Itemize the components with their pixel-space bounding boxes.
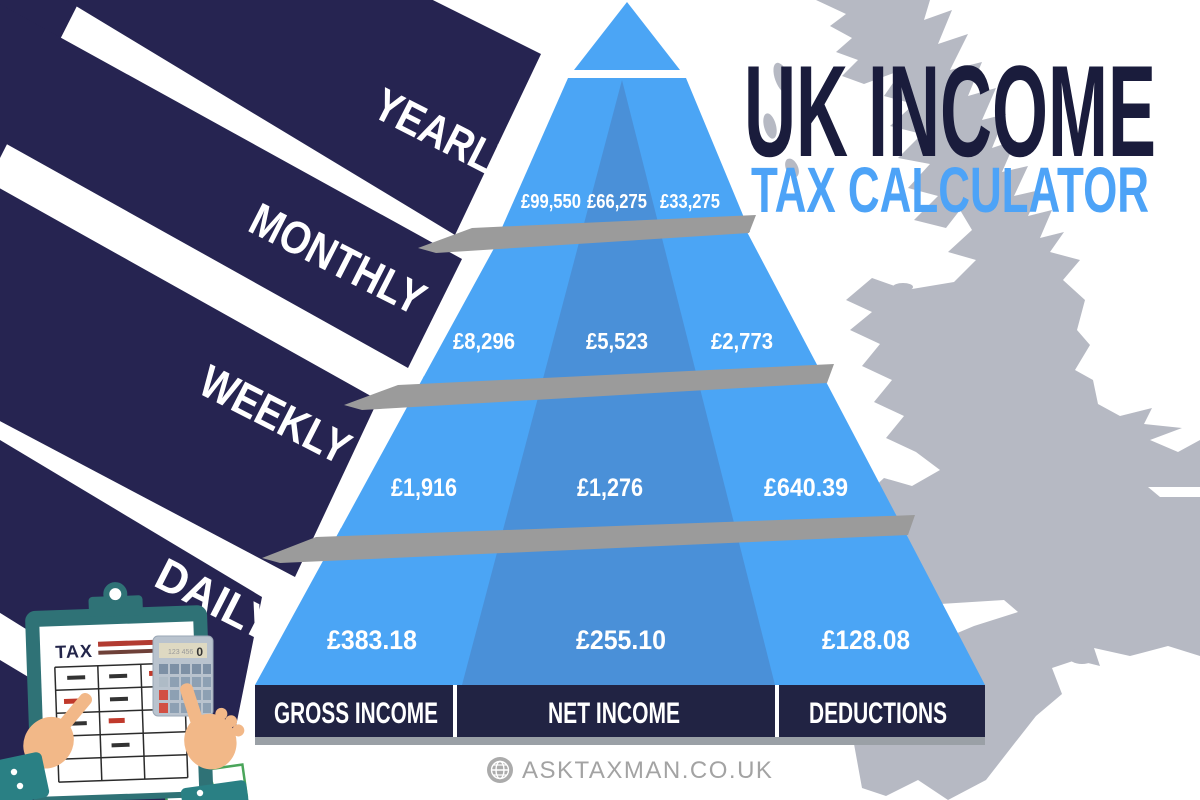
value-daily-net: £255.10 xyxy=(576,625,666,655)
map-islet xyxy=(893,283,913,291)
footer-label-deductions: DEDUCTIONS xyxy=(809,697,947,730)
value-daily-gross: £383.18 xyxy=(327,625,417,655)
separator-monthly-weekly xyxy=(344,364,834,410)
footer-divider xyxy=(453,685,457,737)
title-line-1: UK INCOME xyxy=(744,38,1156,184)
calculator-display: 0 xyxy=(196,645,203,659)
pyramid-chart: £99,550 £66,275 £33,275 £8,296 £5,523 £2… xyxy=(255,2,985,685)
footer-shadow xyxy=(255,737,985,745)
footer-divider xyxy=(775,685,779,737)
value-monthly-gross: £8,296 xyxy=(453,328,515,354)
globe-icon xyxy=(487,757,513,783)
tax-illustration: $ $ $ $ $ TAX xyxy=(0,582,250,800)
separator-yearly-monthly xyxy=(418,215,756,253)
separator-weekly-daily xyxy=(262,515,915,563)
calculator-icon: 123 456 0 xyxy=(152,635,214,717)
banner-yearly xyxy=(65,0,541,235)
pointing-hand-icon xyxy=(180,683,250,800)
map-islet xyxy=(763,113,777,139)
pyramid-apex xyxy=(574,2,680,70)
website-footer: ASKTAXMAN.CO.UK xyxy=(487,757,773,784)
footer-label-net-income: NET INCOME xyxy=(548,697,680,730)
title-line-2: TAX CALCULATOR xyxy=(751,154,1149,226)
map-islet xyxy=(773,62,791,94)
footer-label-gross-income: GROSS INCOME xyxy=(274,697,438,730)
title-block: UK INCOME TAX CALCULATOR xyxy=(744,38,1156,226)
website-url: ASKTAXMAN.CO.UK xyxy=(522,757,773,784)
value-daily-deductions: £128.08 xyxy=(822,625,910,655)
map-isle-of-wight xyxy=(1068,648,1096,664)
map-islet xyxy=(785,158,799,178)
value-weekly-deductions: £640.39 xyxy=(764,474,848,502)
value-monthly-deductions: £2,773 xyxy=(711,328,773,354)
footer-background xyxy=(255,685,985,737)
value-weekly-gross: £1,916 xyxy=(391,474,457,502)
value-monthly-net: £5,523 xyxy=(586,328,648,354)
footer-bar: GROSS INCOME NET INCOME DEDUCTIONS xyxy=(255,685,985,745)
banner-weekly xyxy=(0,188,378,577)
value-yearly-deductions: £33,275 xyxy=(660,191,720,213)
pointing-hand-icon xyxy=(0,692,92,800)
value-yearly-gross: £99,550 xyxy=(521,191,581,213)
clipboard-tax-label: TAX xyxy=(55,641,93,662)
svg-text:123 456: 123 456 xyxy=(168,649,193,656)
value-weekly-net: £1,276 xyxy=(577,474,643,502)
value-yearly-net: £66,275 xyxy=(587,191,647,213)
banner-monthly xyxy=(0,4,462,368)
